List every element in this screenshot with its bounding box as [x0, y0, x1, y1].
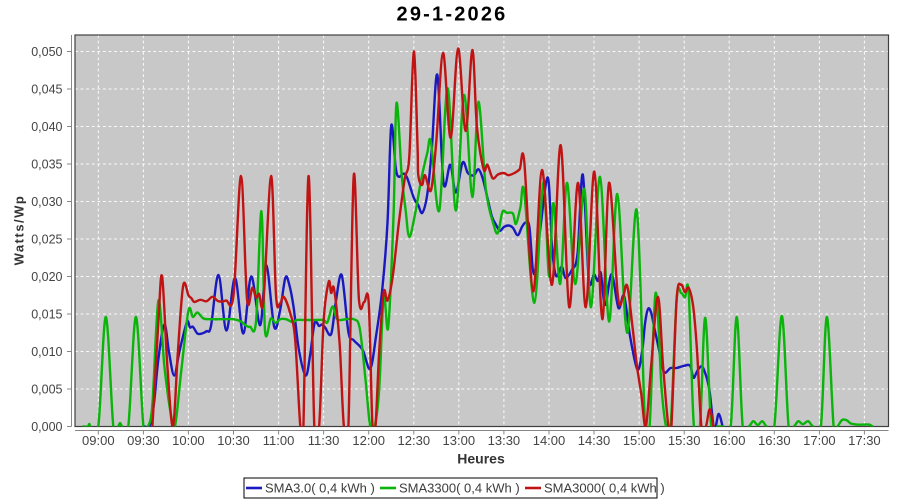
svg-text:09:30: 09:30	[127, 433, 160, 448]
svg-text:SMA3000( 0,4 kWh ): SMA3000( 0,4 kWh )	[544, 481, 665, 496]
svg-text:Watts/Wp: Watts/Wp	[12, 195, 27, 266]
svg-text:13:30: 13:30	[488, 433, 521, 448]
svg-text:17:30: 17:30	[848, 433, 881, 448]
svg-text:0,025: 0,025	[31, 233, 62, 247]
svg-text:12:00: 12:00	[352, 433, 385, 448]
svg-text:14:00: 14:00	[533, 433, 566, 448]
svg-text:11:00: 11:00	[263, 433, 295, 448]
svg-text:10:00: 10:00	[172, 433, 205, 448]
svg-text:0,045: 0,045	[31, 83, 62, 97]
svg-text:0,000: 0,000	[31, 420, 62, 434]
svg-text:12:30: 12:30	[398, 433, 431, 448]
svg-text:14:30: 14:30	[578, 433, 611, 448]
svg-text:0,015: 0,015	[31, 308, 62, 322]
svg-text:15:30: 15:30	[668, 433, 701, 448]
svg-text:0,030: 0,030	[31, 195, 62, 209]
svg-text:0,040: 0,040	[31, 120, 62, 134]
svg-text:15:00: 15:00	[623, 433, 656, 448]
svg-text:29-1-2026: 29-1-2026	[397, 4, 508, 26]
svg-text:0,010: 0,010	[31, 345, 62, 359]
svg-text:09:00: 09:00	[82, 433, 115, 448]
svg-text:11:30: 11:30	[308, 433, 340, 448]
svg-text:16:00: 16:00	[713, 433, 746, 448]
svg-text:SMA3300( 0,4 kWh ): SMA3300( 0,4 kWh )	[399, 481, 520, 496]
svg-text:0,020: 0,020	[31, 270, 62, 284]
svg-text:0,050: 0,050	[31, 45, 62, 59]
svg-text:10:30: 10:30	[217, 433, 250, 448]
svg-text:16:30: 16:30	[758, 433, 791, 448]
svg-text:0,035: 0,035	[31, 158, 62, 172]
svg-text:SMA3.0( 0,4 kWh ): SMA3.0( 0,4 kWh )	[265, 481, 375, 496]
svg-text:0,005: 0,005	[31, 383, 62, 397]
svg-text:13:00: 13:00	[443, 433, 476, 448]
svg-text:17:00: 17:00	[803, 433, 836, 448]
svg-text:Heures: Heures	[457, 451, 505, 467]
